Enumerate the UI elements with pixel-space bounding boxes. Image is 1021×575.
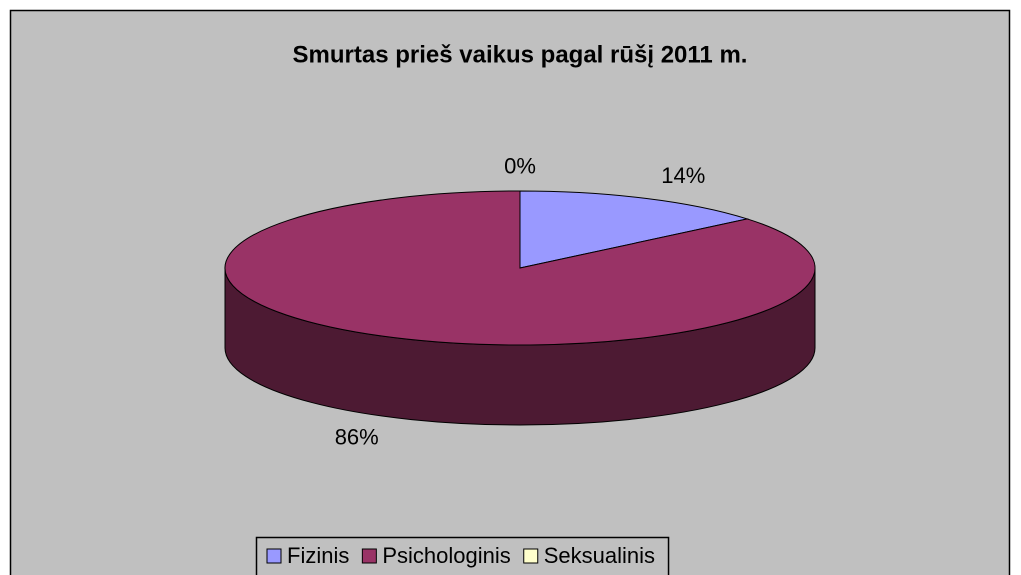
pie-slice (519, 190, 750, 269)
data-label: 14% (661, 163, 705, 188)
data-label: 0% (504, 154, 536, 179)
legend: Fizinis Psichologinis Seksualinis (255, 536, 670, 575)
pie-slice (224, 190, 816, 346)
legend-swatch (361, 548, 377, 564)
chart-title: Smurtas prieš vaikus pagal rūšį 2011 m. (293, 41, 748, 68)
legend-label: Psichologinis (382, 543, 510, 568)
legend-label: Seksualinis (544, 543, 655, 568)
legend-swatch (266, 548, 282, 564)
legend-label: Fizinis (287, 543, 349, 568)
legend-box (255, 536, 670, 575)
legend-swatch (523, 548, 539, 564)
data-label: 86% (335, 424, 379, 449)
